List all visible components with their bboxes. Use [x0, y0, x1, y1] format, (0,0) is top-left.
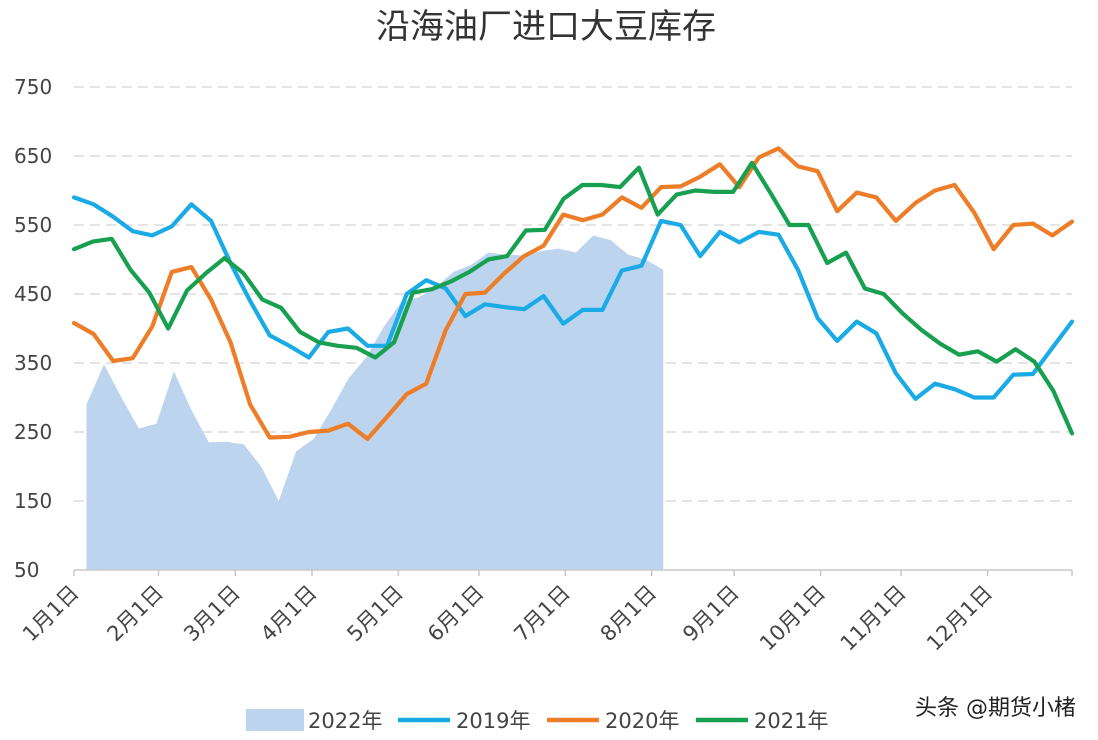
watermark-text: 头条 @期货小楮 — [915, 696, 1076, 721]
x-tick-label: 11月1日 — [836, 581, 911, 656]
legend-label: 2019年 — [456, 709, 530, 733]
y-axis-ticks: 50 150 250 350 450 550 650 750 — [14, 75, 52, 582]
x-axis-ticks: 1月1日 2月1日 3月1日 4月1日 5月1日 6月1日 7月1日 8月1日 9月1日 10月1… — [18, 581, 997, 656]
x-tick-label: 2月1日 — [102, 581, 168, 647]
line-series — [71, 146, 1075, 441]
line-series-2021 — [71, 160, 1075, 436]
chart-title: 沿海油厂进口大豆库存 — [376, 7, 716, 47]
legend: 2022年 2019年 2020年 2021年 — [246, 709, 828, 733]
x-tick-label: 1月1日 — [18, 581, 84, 647]
x-tick-label: 12月1日 — [922, 581, 997, 656]
y-tick-label: 750 — [14, 75, 52, 99]
y-tick-label: 350 — [14, 351, 52, 375]
x-tick-label: 8月1日 — [596, 581, 662, 647]
legend-label: 2022年 — [308, 709, 382, 733]
y-tick-label: 150 — [14, 489, 52, 513]
area-series — [86, 235, 664, 570]
area-series-2022 — [86, 235, 664, 570]
y-tick-label: 50 — [14, 558, 39, 582]
line-series-2019 — [71, 195, 1075, 401]
x-tick-label: 7月1日 — [509, 581, 575, 647]
x-tick-label: 3月1日 — [179, 581, 245, 647]
x-tick-label: 4月1日 — [256, 581, 322, 647]
x-tick-label: 9月1日 — [678, 581, 744, 647]
y-tick-label: 450 — [14, 282, 52, 306]
line-series-2020 — [71, 146, 1075, 441]
legend-label: 2021年 — [754, 709, 828, 733]
y-tick-label: 650 — [14, 144, 52, 168]
x-tick-label: 10月1日 — [755, 581, 830, 656]
y-tick-label: 550 — [14, 213, 52, 237]
y-tick-label: 250 — [14, 420, 52, 444]
legend-swatch — [246, 709, 304, 731]
x-tick-label: 5月1日 — [342, 581, 408, 647]
x-axis — [73, 569, 1073, 576]
legend-label: 2020年 — [605, 709, 679, 733]
x-tick-label: 6月1日 — [423, 581, 489, 647]
